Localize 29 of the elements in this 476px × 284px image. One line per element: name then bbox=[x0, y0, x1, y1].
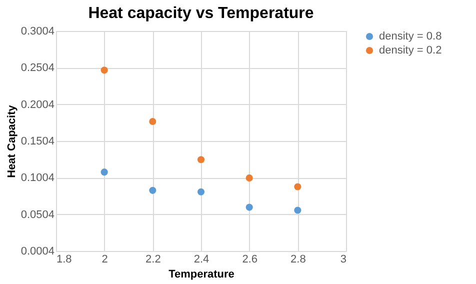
y-tick-label: 0.3004 bbox=[20, 26, 54, 38]
y-tick-label: 0.2004 bbox=[20, 98, 54, 111]
point bbox=[294, 183, 302, 190]
y-tick-label: 0.0004 bbox=[20, 246, 54, 258]
x-tick-label: 2 bbox=[102, 254, 108, 266]
x-tick-label: 2.2 bbox=[146, 254, 161, 266]
x-axis-title: Temperature bbox=[168, 268, 234, 280]
point bbox=[100, 168, 108, 176]
chart-title: Heat capacity vs Temperature bbox=[88, 5, 314, 22]
legend-label: density = 0.2 bbox=[379, 44, 442, 56]
legend-label: density = 0.8 bbox=[379, 30, 442, 42]
y-tick-label: 0.0504 bbox=[20, 208, 54, 221]
point bbox=[294, 206, 302, 214]
x-tick-label: 1.8 bbox=[56, 254, 72, 266]
point bbox=[246, 174, 253, 182]
point bbox=[149, 186, 156, 194]
x-tick-label: 2.6 bbox=[242, 254, 258, 266]
point bbox=[100, 66, 108, 74]
point bbox=[246, 204, 253, 211]
point bbox=[197, 156, 205, 164]
point bbox=[149, 118, 156, 126]
y-tick-label: 0.1504 bbox=[20, 136, 54, 148]
point bbox=[197, 188, 205, 196]
y-axis-title: Heat Capacity bbox=[6, 104, 18, 178]
x-tick-label: 3 bbox=[340, 254, 346, 266]
y-tick-label: 0.1004 bbox=[20, 172, 54, 184]
x-tick-label: 2.4 bbox=[194, 254, 210, 266]
x-tick-label: 2.8 bbox=[290, 254, 306, 266]
y-tick-label: 0.2504 bbox=[20, 62, 54, 74]
